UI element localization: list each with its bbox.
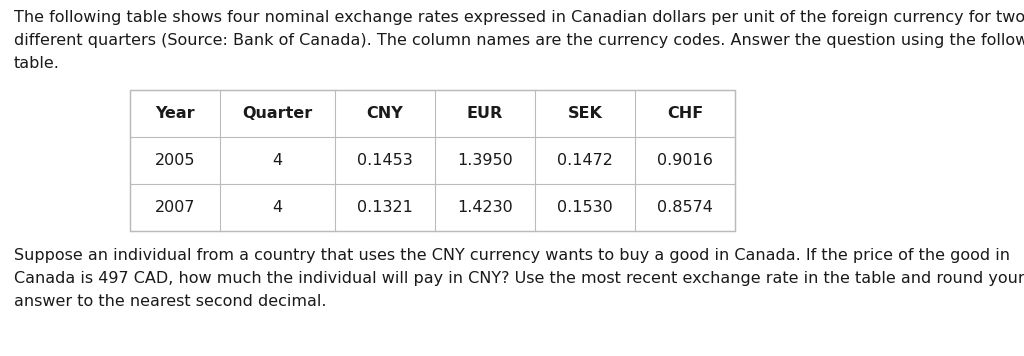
Text: CHF: CHF bbox=[667, 106, 703, 121]
Text: Quarter: Quarter bbox=[243, 106, 312, 121]
Text: 4: 4 bbox=[272, 200, 283, 215]
Text: EUR: EUR bbox=[467, 106, 503, 121]
Text: Canada is 497 CAD, how much the individual will pay in CNY? Use the most recent : Canada is 497 CAD, how much the individu… bbox=[14, 271, 1024, 286]
Text: CNY: CNY bbox=[367, 106, 403, 121]
Text: 0.1530: 0.1530 bbox=[557, 200, 613, 215]
Text: answer to the nearest second decimal.: answer to the nearest second decimal. bbox=[14, 294, 327, 309]
Text: 0.1472: 0.1472 bbox=[557, 153, 613, 168]
Bar bbox=[130, 90, 735, 231]
Text: 1.3950: 1.3950 bbox=[457, 153, 513, 168]
Text: 0.8574: 0.8574 bbox=[657, 200, 713, 215]
Text: 4: 4 bbox=[272, 153, 283, 168]
Text: Year: Year bbox=[156, 106, 195, 121]
Text: 1.4230: 1.4230 bbox=[457, 200, 513, 215]
Text: different quarters (Source: Bank of Canada). The column names are the currency c: different quarters (Source: Bank of Cana… bbox=[14, 33, 1024, 48]
Text: 0.9016: 0.9016 bbox=[657, 153, 713, 168]
Text: SEK: SEK bbox=[567, 106, 602, 121]
Text: table.: table. bbox=[14, 56, 59, 71]
Text: The following table shows four nominal exchange rates expressed in Canadian doll: The following table shows four nominal e… bbox=[14, 10, 1024, 25]
Text: 2007: 2007 bbox=[155, 200, 196, 215]
Text: 2005: 2005 bbox=[155, 153, 196, 168]
Text: 0.1321: 0.1321 bbox=[357, 200, 413, 215]
Text: Suppose an individual from a country that uses the CNY currency wants to buy a g: Suppose an individual from a country tha… bbox=[14, 248, 1010, 263]
Text: 0.1453: 0.1453 bbox=[357, 153, 413, 168]
